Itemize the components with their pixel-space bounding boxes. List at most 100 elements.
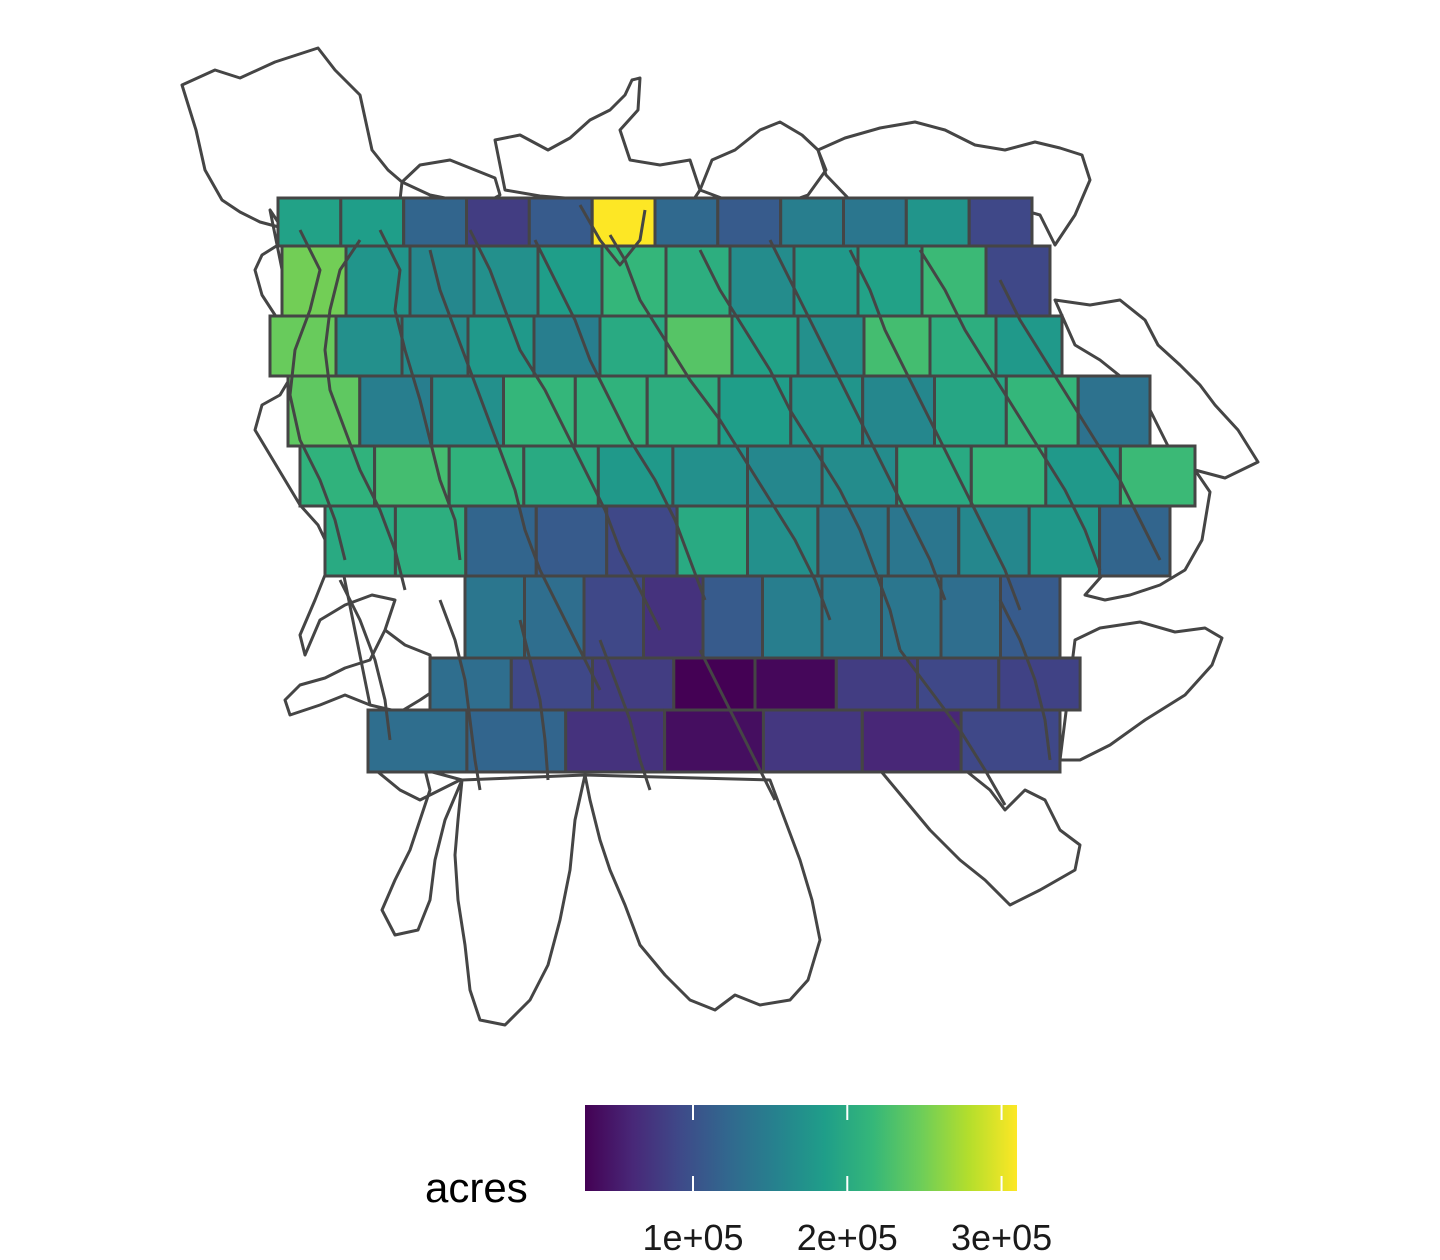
legend-tick-label: 2e+05 [797, 1217, 898, 1258]
legend-title: acres [425, 1164, 528, 1211]
county-cell [534, 504, 609, 578]
county-cell [967, 196, 1034, 248]
county-cell [860, 708, 963, 774]
color-legend: acres 1e+05 2e+05 3e+05 [425, 1105, 1052, 1258]
county-cell [939, 574, 1002, 660]
river-basin-line-19 [998, 599, 1052, 761]
county-cell [1076, 374, 1152, 448]
county-cell [834, 656, 920, 712]
county-cell [1118, 444, 1197, 508]
watershed-s2 [583, 773, 822, 1012]
county-cell [861, 374, 937, 448]
county-cell [344, 244, 412, 318]
legend-tick-label: 3e+05 [951, 1217, 1052, 1258]
county-cell [430, 374, 506, 448]
river-basin-line-14 [438, 599, 482, 791]
river-basin-line-9 [768, 239, 947, 601]
county-cell [564, 708, 667, 774]
county-cell [701, 574, 764, 660]
county-cell [856, 244, 924, 318]
county-cell [862, 314, 932, 378]
county-cell [509, 656, 595, 712]
county-cell [842, 196, 908, 248]
watershed-sw1 [380, 768, 464, 937]
watershed-s3 [453, 773, 587, 1027]
county-cell [933, 374, 1008, 448]
county-cell [746, 444, 824, 508]
county-cell [605, 504, 679, 578]
river-basin-line-4 [428, 249, 602, 691]
river-basin-line-20 [578, 204, 647, 267]
county-cell [596, 444, 675, 508]
county-cell [820, 444, 899, 508]
county-cell [653, 196, 720, 248]
county-cell [590, 196, 657, 248]
county-cell [523, 574, 586, 660]
county-cell [959, 708, 1062, 774]
watershed-e2 [1083, 468, 1212, 602]
county-cell [527, 196, 594, 248]
river-basin-line-11 [918, 249, 1102, 571]
county-cell [672, 656, 757, 712]
county-cell [789, 374, 865, 448]
watershed-n3 [698, 120, 828, 207]
watershed-n2 [493, 76, 702, 207]
river-basin-line-3 [378, 229, 462, 561]
river-basin-line-6 [533, 239, 707, 601]
county-cell [820, 574, 883, 660]
county-cell [447, 444, 526, 508]
county-cell [463, 574, 526, 660]
legend-ticks: 1e+05 2e+05 3e+05 [642, 1105, 1052, 1258]
county-cell [753, 656, 838, 712]
river-basin-line-17 [698, 649, 777, 801]
county-cell [904, 196, 971, 248]
watershed-sw4 [377, 770, 461, 802]
county-cell [728, 244, 796, 318]
county-cell [796, 314, 866, 378]
county-cell [536, 244, 604, 318]
watershed-se [1058, 620, 1224, 762]
county-cell [532, 314, 602, 378]
county-cell [675, 504, 749, 578]
county-cell [916, 656, 1001, 712]
river-basin-line-8 [698, 249, 902, 651]
county-cell [664, 314, 734, 378]
county-cell [761, 574, 824, 660]
county-cell [466, 314, 536, 378]
county-cell [761, 708, 864, 774]
county-cell [994, 314, 1064, 378]
legend-tick-label: 1e+05 [642, 1217, 743, 1258]
county-cell [984, 244, 1052, 318]
river-basin-line-18 [898, 649, 1007, 806]
county-cell [664, 244, 732, 318]
county-cell [716, 196, 783, 248]
county-cell [339, 196, 406, 248]
river-basin-line-1 [288, 229, 347, 561]
county-cell [402, 196, 469, 248]
river-basin-line-16 [598, 639, 652, 791]
county-cell [1098, 504, 1172, 578]
county-cells [268, 196, 1197, 774]
county-cell [465, 196, 531, 248]
county-cell [779, 196, 846, 248]
county-cell [957, 504, 1031, 578]
county-cell [334, 314, 404, 378]
county-cell [886, 504, 961, 578]
county-cell [323, 504, 397, 578]
legend-colorbar [585, 1105, 1017, 1191]
county-cell [502, 374, 577, 448]
county-cell [573, 374, 649, 448]
county-cell [465, 708, 568, 774]
county-cell [400, 314, 470, 378]
county-cell [671, 444, 750, 508]
county-cell [428, 656, 513, 712]
county-cell [645, 374, 721, 448]
county-cell [895, 444, 973, 508]
county-cell [591, 656, 676, 712]
river-basin-line-13 [338, 579, 392, 741]
county-cell [1044, 444, 1122, 508]
river-basin-line-5 [468, 229, 662, 631]
county-cell [366, 708, 469, 774]
river-basin-line-10 [848, 249, 1022, 611]
